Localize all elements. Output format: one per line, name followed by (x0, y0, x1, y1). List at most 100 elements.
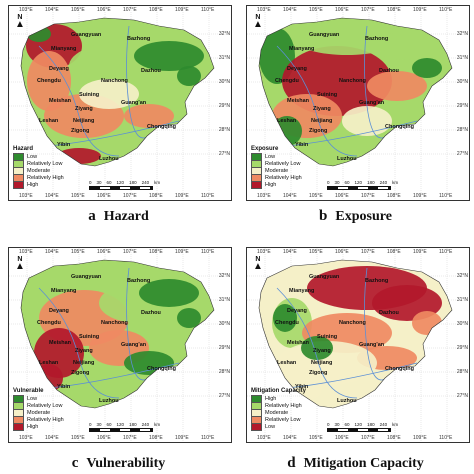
lat-tick-label: 30°N (456, 321, 468, 327)
legend-label: Low (265, 423, 276, 430)
city-label: Ziyang (75, 106, 93, 112)
legend-swatch (251, 180, 262, 189)
city-label: Mianyang (51, 46, 77, 52)
class-patch (412, 58, 442, 78)
lon-tick-label: 106°E (97, 435, 111, 441)
city-label: Bazhong (365, 278, 389, 284)
scale-tick-label: 60 (106, 422, 112, 427)
lon-tick-label: 108°E (149, 7, 163, 13)
legend-label: Low (265, 153, 276, 160)
lon-tick-label: 107°E (361, 193, 375, 199)
legend-title: Mitigation Capacity (251, 388, 307, 394)
legend-item: High (251, 180, 302, 189)
scale-bar-graphic (327, 428, 391, 432)
class-patch (134, 41, 204, 71)
lon-tick-label: 109°E (175, 193, 189, 199)
class-patch (307, 136, 347, 156)
city-label: Yibin (57, 384, 71, 390)
city-label: Guangyuan (309, 274, 340, 280)
lon-tick-label: 106°E (97, 193, 111, 199)
north-arrow-icon: N ▲ (15, 256, 25, 272)
lon-tick-label: 110°E (439, 7, 453, 13)
legend-label: Relatively High (265, 174, 302, 181)
scale-unit: km (154, 422, 161, 427)
region-fill (21, 18, 214, 166)
lon-tick-label: 105°E (309, 7, 323, 13)
lat-tick-label: 30°N (218, 321, 230, 327)
lon-tick-label: 103°E (19, 435, 33, 441)
legend-label: Moderate (265, 167, 289, 174)
city-label: Meishan (49, 98, 72, 104)
river-line (38, 287, 120, 399)
caption-mitigation-capacity: d Mitigation Capacity (287, 455, 424, 471)
class-patch (177, 66, 201, 86)
legend-title: Vulnerable (13, 388, 44, 394)
scale-tick-label: 60 (106, 180, 112, 185)
lon-tick-label: 110°E (439, 249, 453, 255)
lat-tick-label: 27°N (218, 151, 230, 157)
city-label: Suining (79, 92, 100, 98)
legend: Mitigation Capacity High Relatively High Mo… (251, 388, 307, 431)
lon-tick-label: 105°E (71, 249, 85, 255)
legend-title: Hazard (13, 146, 34, 152)
city-label: Yibin (295, 142, 309, 148)
lon-tick-label: 104°E (283, 7, 297, 13)
city-label: Chongqing (147, 124, 177, 130)
lon-tick-label: 108°E (387, 7, 401, 13)
scale-tick-label: 0 (327, 180, 330, 185)
scale-tick-label: 180 (367, 422, 375, 427)
legend-label: Low (27, 153, 38, 160)
city-label: Chengdu (275, 78, 299, 84)
city-label: Bazhong (365, 36, 389, 42)
legend-label: High (265, 395, 277, 402)
legend-label: Relatively Low (265, 160, 301, 167)
city-label: Deyang (287, 308, 307, 314)
river-line (48, 362, 180, 389)
city-label: Chengdu (275, 320, 299, 326)
scale-tick-label: 120 (354, 180, 363, 185)
legend-label: Relatively High (265, 402, 302, 409)
scale-tick-label: 240 (379, 422, 388, 427)
city-label: Leshan (39, 360, 59, 366)
lon-tick-label: 107°E (123, 7, 137, 13)
north-arrow-glyph: ▲ (15, 261, 25, 272)
north-label: N (17, 14, 23, 21)
legend: Exposure Low Relatively Low Moderate Relativ… (251, 146, 302, 189)
lon-tick-label: 108°E (149, 193, 163, 199)
city-label: Mianyang (289, 288, 315, 294)
scale-tick-label: 120 (116, 180, 125, 185)
scale-tick-label: 0 (327, 422, 330, 427)
city-label: Meishan (287, 98, 310, 104)
lon-tick-label: 107°E (361, 249, 375, 255)
lat-tick-label: 29°N (218, 103, 230, 109)
legend-swatch (251, 422, 262, 431)
north-arrow-icon: N ▲ (15, 14, 25, 30)
map-panel-vulnerability: 103°E 103°E 104°E 104°E 105°E 105°E 106°E 106°E… (8, 247, 232, 443)
region-fill (259, 260, 452, 408)
scale-tick-label: 240 (141, 422, 150, 427)
city-label: Zigong (71, 128, 90, 134)
north-arrow-glyph: ▲ (15, 19, 25, 30)
legend-item: High (13, 180, 64, 189)
lon-tick-label: 103°E (257, 435, 271, 441)
city-label: Neijiang (73, 360, 95, 366)
lon-tick-label: 105°E (309, 193, 323, 199)
city-label: Nanchong (339, 78, 366, 84)
scale-tick-label: 0 (89, 422, 92, 427)
map-panel-mitigation-capacity: 103°E 103°E 104°E 104°E 105°E 105°E 106°E 106°E… (246, 247, 470, 443)
region-outline (20, 259, 215, 409)
lat-tick-label: 31°N (218, 297, 230, 303)
scale-tick-label: 30 (334, 422, 340, 427)
caption-exposure: b Exposure (319, 208, 392, 224)
city-label: Guangyuan (309, 32, 340, 38)
lon-tick-label: 108°E (387, 249, 401, 255)
city-label: Chongqing (385, 366, 415, 372)
scale-tick-label: 60 (344, 422, 350, 427)
legend-item: High (13, 422, 64, 431)
lat-tick-label: 28°N (218, 127, 230, 133)
city-label: Bazhong (127, 36, 151, 42)
lon-tick-label: 108°E (149, 435, 163, 441)
class-patch (301, 336, 333, 360)
river-line (276, 287, 358, 399)
scale-bar: 0 30 60 120 180 240 km (327, 180, 398, 190)
